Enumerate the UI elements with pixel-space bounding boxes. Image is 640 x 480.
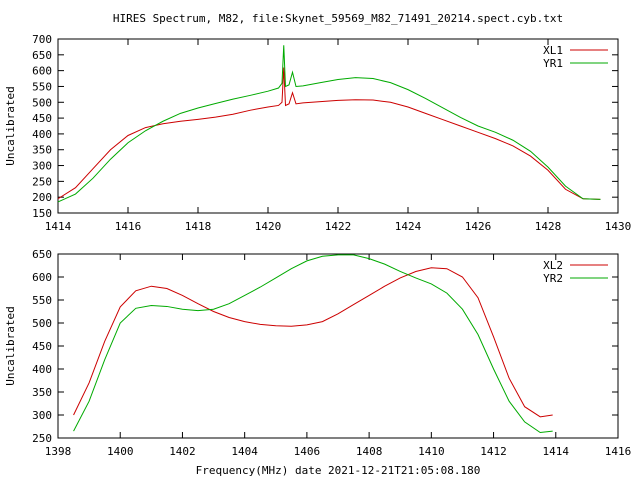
legend-label-xl2: XL2 [543, 259, 563, 272]
y-tick-label: 500 [32, 96, 52, 109]
legend-label-yr2: YR2 [543, 272, 563, 285]
x-tick-label: 1414 [45, 220, 72, 233]
x-tick-label: 1398 [45, 445, 72, 458]
x-tick-label: 1416 [605, 445, 632, 458]
y-tick-label: 450 [32, 112, 52, 125]
y-tick-label: 150 [32, 207, 52, 220]
y-tick-label: 600 [32, 65, 52, 78]
x-tick-label: 1406 [294, 445, 321, 458]
series-line-xl1 [57, 67, 601, 200]
y-tick-label: 650 [32, 248, 52, 261]
y-tick-label: 300 [32, 160, 52, 173]
chart-title: HIRES Spectrum, M82, file:Skynet_59569_M… [113, 12, 563, 25]
series-line-xl2 [73, 267, 553, 418]
x-axis-label: Frequency(MHz) date 2021-12-21T21:05:08.… [196, 464, 481, 477]
x-tick-label: 1402 [169, 445, 196, 458]
y-tick-label: 400 [32, 363, 52, 376]
chart-panels: 150 200 250 300 350 400 450 500 550 600 650 700 1414… [4, 33, 631, 458]
y-tick-label: 650 [32, 49, 52, 62]
y-tick-label: 200 [32, 191, 52, 204]
x-tick-label: 1428 [535, 220, 562, 233]
x-tick-label: 1408 [356, 445, 383, 458]
y-tick-label: 300 [32, 409, 52, 422]
y-tick-label: 350 [32, 144, 52, 157]
y-axis-label: Uncalibrated [4, 86, 17, 165]
x-tick-label: 1426 [465, 220, 492, 233]
chart-panel-1: 150 200 250 300 350 400 450 500 550 600 650 700 1414… [4, 33, 631, 233]
legend-label-xl1: XL1 [543, 44, 563, 57]
y-tick-label: 550 [32, 80, 52, 93]
x-tick-label: 1414 [543, 445, 570, 458]
x-tick-label: 1400 [107, 445, 134, 458]
x-tick-label: 1416 [115, 220, 142, 233]
plot-frame [57, 38, 619, 214]
y-tick-label: 600 [32, 271, 52, 284]
legend-label-yr1: YR1 [543, 57, 563, 70]
y-tick-label: 350 [32, 386, 52, 399]
x-tick-label: 1410 [418, 445, 445, 458]
y-tick-label: 250 [32, 175, 52, 188]
x-tick-label: 1418 [185, 220, 212, 233]
x-tick-label: 1430 [605, 220, 632, 233]
series-line-yr2 [73, 254, 553, 433]
y-tick-label: 700 [32, 33, 52, 46]
y-tick-label: 250 [32, 432, 52, 445]
x-tick-label: 1422 [325, 220, 352, 233]
y-tick-label: 550 [32, 294, 52, 307]
plot-frame [57, 253, 619, 439]
x-tick-label: 1404 [231, 445, 258, 458]
x-tick-label: 1420 [255, 220, 282, 233]
x-tick-label: 1412 [480, 445, 507, 458]
x-tick-label: 1424 [395, 220, 422, 233]
y-tick-label: 450 [32, 340, 52, 353]
chart-panel-2: 250 300 350 400 450 500 550 600 650 1398 1400 1402 1… [4, 248, 631, 458]
y-tick-label: 400 [32, 128, 52, 141]
series-line-yr1 [57, 45, 601, 203]
y-tick-label: 500 [32, 317, 52, 330]
y-axis-label: Uncalibrated [4, 306, 17, 385]
